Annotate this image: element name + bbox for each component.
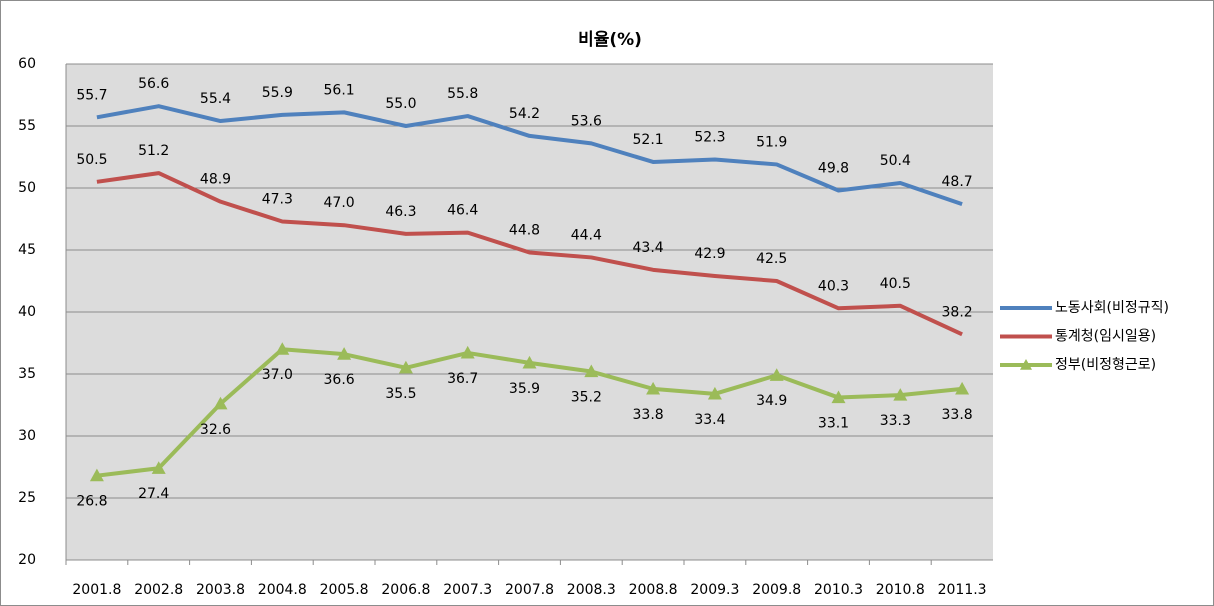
data-label: 40.5 <box>880 276 911 292</box>
data-label: 27.4 <box>138 486 169 502</box>
marker <box>89 468 104 482</box>
x-tick-label: 2007.8 <box>505 582 554 598</box>
data-label: 37.0 <box>262 367 293 383</box>
y-tick-label: 50 <box>18 180 36 196</box>
legend-label: 통계청(임시일용) <box>1055 329 1156 345</box>
legend-label: 노동사회(비정규직) <box>1055 300 1169 316</box>
data-label: 38.2 <box>942 304 973 320</box>
data-label: 33.4 <box>694 412 725 428</box>
marker <box>831 390 846 404</box>
x-tick-label: 2002.8 <box>134 582 183 598</box>
data-label: 43.4 <box>633 240 664 256</box>
x-tick-label: 2007.3 <box>443 582 492 598</box>
data-label: 49.8 <box>818 160 849 176</box>
marker <box>584 364 599 378</box>
series-line <box>96 171 963 337</box>
marker <box>275 342 290 355</box>
x-tick-label: 2001.8 <box>72 582 121 598</box>
x-tick-label: 2009.3 <box>690 582 739 598</box>
data-label: 48.9 <box>200 172 231 188</box>
x-tick-label: 2010.8 <box>876 582 925 598</box>
data-label: 36.6 <box>324 372 355 388</box>
x-tick-label: 2008.3 <box>567 582 616 598</box>
x-tick-label: 2003.8 <box>196 582 245 598</box>
data-label: 56.1 <box>324 82 355 98</box>
data-label: 33.8 <box>633 407 664 423</box>
chart-title: 비율(%) <box>578 30 642 50</box>
data-label: 51.2 <box>138 143 169 159</box>
data-label: 44.8 <box>509 222 540 238</box>
x-tick-label: 2008.8 <box>629 582 678 598</box>
data-label: 42.5 <box>756 251 787 267</box>
data-label: 55.0 <box>385 96 416 112</box>
legend-label: 정부(비정형근로) <box>1055 357 1156 373</box>
marker <box>398 360 413 374</box>
marker <box>955 381 970 395</box>
data-label: 33.1 <box>818 416 849 432</box>
x-tick-label: 2006.8 <box>381 582 430 598</box>
data-label: 35.5 <box>385 386 416 402</box>
data-label: 46.3 <box>385 204 416 220</box>
y-tick-label: 55 <box>18 118 36 134</box>
data-label: 33.3 <box>880 413 911 429</box>
marker <box>769 368 784 381</box>
y-tick-label: 25 <box>18 490 36 506</box>
marker <box>522 355 537 369</box>
y-tick-label: 35 <box>18 366 36 382</box>
data-label: 55.7 <box>76 87 107 103</box>
data-label: 48.7 <box>942 174 973 190</box>
data-label: 35.2 <box>571 390 602 406</box>
data-label: 42.9 <box>694 246 725 262</box>
x-tick-label: 2011.3 <box>938 582 987 598</box>
data-label: 40.3 <box>818 278 849 294</box>
x-tick-label: 2009.8 <box>752 582 801 598</box>
y-tick-label: 30 <box>18 428 36 444</box>
data-label: 55.4 <box>200 91 231 107</box>
data-label: 34.9 <box>756 393 787 409</box>
data-label: 51.9 <box>756 134 787 150</box>
marker <box>646 381 661 395</box>
marker <box>337 347 352 360</box>
data-label: 35.9 <box>509 381 540 397</box>
data-label: 55.8 <box>447 86 478 102</box>
y-tick-label: 45 <box>18 242 36 258</box>
data-label: 52.1 <box>633 132 664 148</box>
x-tick-label: 2004.8 <box>258 582 307 598</box>
data-label: 33.8 <box>942 407 973 423</box>
data-label: 47.3 <box>262 191 293 207</box>
x-tick-label: 2005.8 <box>320 582 369 598</box>
series-line <box>96 104 963 207</box>
data-label: 50.5 <box>76 152 107 168</box>
marker <box>151 461 166 474</box>
data-label: 55.9 <box>262 85 293 101</box>
data-label: 54.2 <box>509 106 540 122</box>
data-label: 26.8 <box>76 494 107 510</box>
data-label: 50.4 <box>880 153 911 169</box>
x-tick-label: 2010.3 <box>814 582 863 598</box>
marker <box>460 345 475 359</box>
data-label: 46.4 <box>447 203 478 219</box>
data-label: 52.3 <box>694 129 725 145</box>
y-tick-label: 60 <box>18 56 36 72</box>
marker <box>893 388 908 401</box>
data-label: 56.6 <box>138 76 169 92</box>
marker <box>707 386 722 400</box>
data-label: 44.4 <box>571 227 602 243</box>
y-tick-label: 40 <box>18 304 36 320</box>
data-label: 53.6 <box>571 113 602 129</box>
legend-marker <box>1020 359 1032 370</box>
y-tick-label: 20 <box>18 552 36 568</box>
data-label: 47.0 <box>324 195 355 211</box>
marker <box>213 396 228 410</box>
data-label: 32.6 <box>200 422 231 438</box>
data-label: 36.7 <box>447 371 478 387</box>
